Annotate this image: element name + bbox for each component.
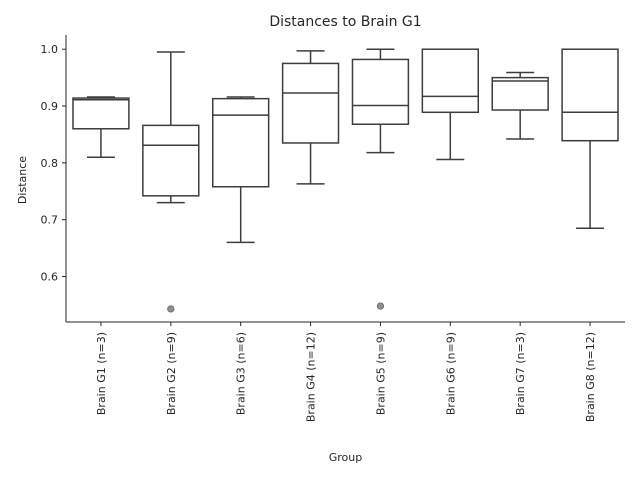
box-iqr — [491, 76, 549, 111]
box-iqr — [561, 48, 619, 142]
box-group — [351, 48, 410, 310]
box-iqr — [421, 48, 480, 114]
y-tick-label: 0.6 — [41, 271, 59, 284]
x-tick-label: Brain G8 (n=12) — [584, 332, 597, 422]
y-tick-label: 0.9 — [41, 100, 59, 113]
plot-area — [72, 48, 619, 313]
x-tick-label: Brain G2 (n=9) — [165, 332, 178, 415]
box-group — [142, 51, 200, 313]
y-tick-label: 0.8 — [41, 157, 59, 170]
chart-title: Distances to Brain G1 — [269, 14, 421, 30]
y-axis-label: Distance — [16, 156, 29, 204]
y-tick-label: 0.7 — [41, 214, 59, 227]
outlier-point — [167, 305, 175, 313]
x-tick-label: Brain G3 (n=6) — [235, 332, 248, 415]
box-group — [421, 48, 480, 161]
box-iqr — [142, 124, 200, 197]
y-axis-ticks: 0.6 0.7 0.8 0.9 1.0 — [41, 43, 66, 284]
x-tick-label: Brain G5 (n=9) — [374, 332, 387, 415]
x-tick-label: Brain G1 (n=3) — [95, 332, 108, 415]
x-axis-ticks: Brain G1 (n=3) Brain G2 (n=9) Brain G3 (n=… — [95, 322, 597, 422]
y-tick-label: 1.0 — [41, 43, 59, 56]
x-axis-label: Group — [329, 451, 363, 464]
box-group — [72, 96, 130, 158]
box-iqr — [281, 62, 340, 144]
x-tick-label: Brain G4 (n=12) — [305, 332, 318, 422]
outlier-point — [376, 302, 385, 310]
box-group — [211, 96, 270, 244]
box-iqr — [72, 97, 130, 130]
box-iqr — [351, 58, 410, 125]
box-iqr — [211, 97, 270, 188]
box-group — [561, 48, 619, 229]
box-group — [281, 50, 340, 185]
x-tick-label: Brain G6 (n=9) — [444, 332, 457, 415]
box-group — [491, 71, 549, 140]
x-tick-label: Brain G7 (n=3) — [514, 332, 527, 415]
